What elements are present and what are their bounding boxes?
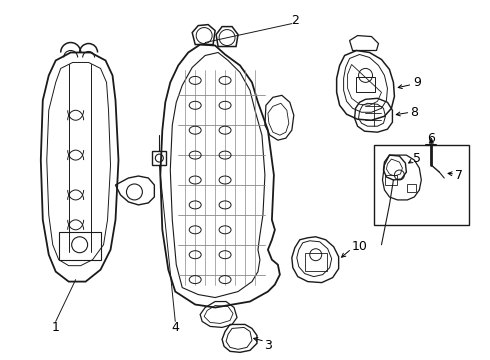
Bar [152, 151, 166, 165]
Text: 2: 2 [291, 14, 299, 27]
Bar [407, 184, 416, 192]
Text: 9: 9 [414, 76, 421, 89]
Text: 1: 1 [52, 321, 60, 334]
Polygon shape [429, 138, 433, 143]
Bar [356, 77, 375, 92]
Text: 6: 6 [427, 132, 435, 145]
Text: 3: 3 [264, 339, 272, 352]
Text: 7: 7 [455, 168, 463, 181]
Text: 8: 8 [410, 106, 418, 119]
Text: 5: 5 [414, 152, 421, 165]
Bar [374, 145, 469, 225]
Text: 10: 10 [352, 240, 368, 253]
Bar [386, 175, 397, 185]
Bar [59, 232, 100, 260]
Bar [305, 253, 327, 271]
Text: 4: 4 [172, 321, 179, 334]
